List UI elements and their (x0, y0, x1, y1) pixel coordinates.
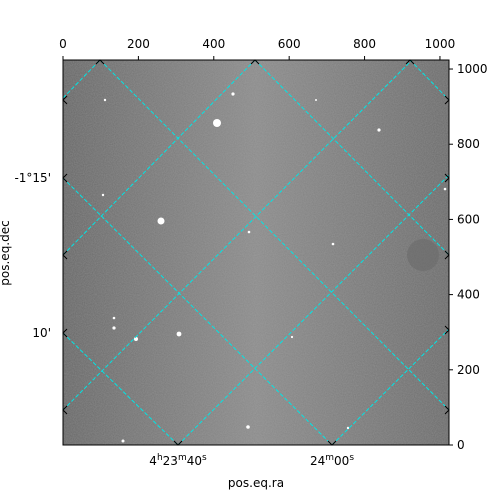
grid-line (99, 60, 449, 411)
x-axis-label: pos.eq.ra (228, 476, 284, 490)
grid-line (331, 328, 449, 445)
ra-tick-label-part: h (157, 453, 163, 463)
edge-tick (405, 59, 415, 65)
edge-tick (62, 250, 68, 260)
grid-line (254, 60, 449, 256)
ra-tick-label-part: 40 (187, 454, 202, 468)
x-tick-label: 600 (278, 37, 301, 51)
ra-tick-label-part: 23 (163, 454, 178, 468)
edge-tick (444, 173, 450, 183)
edge-tick (444, 405, 450, 415)
x-tick-label: 400 (202, 37, 225, 51)
image (63, 60, 449, 445)
x-tick-label: 200 (127, 37, 150, 51)
y-tick-label: 0 (457, 438, 465, 452)
y-tick-label: 600 (457, 212, 480, 226)
grid-line (63, 332, 179, 445)
dec-tick-label: 10' (32, 326, 51, 340)
y-tick-label: 1000 (457, 62, 488, 76)
edge-tick (444, 325, 450, 335)
edge-tick (95, 59, 105, 65)
x-tick-label: 800 (353, 37, 376, 51)
plot-frame (62, 59, 450, 446)
ra-tick-label: 24m00s (310, 453, 354, 468)
grid-line (63, 60, 101, 99)
grid-line (63, 177, 333, 445)
ra-tick-label-part: 24 (310, 454, 325, 468)
grid-line (63, 60, 413, 411)
edge-tick (250, 59, 260, 65)
ra-tick-label-part: s (202, 453, 207, 463)
ra-tick (327, 440, 337, 446)
y-axis-label: pos.eq.dec (0, 220, 12, 285)
y-tick-label: 200 (457, 363, 480, 377)
ra-tick-label-part: 4 (149, 454, 157, 468)
coordinate-grid (63, 60, 449, 445)
dec-tick (62, 328, 68, 338)
ra-tick-label: 4h23m40s (149, 453, 207, 468)
edge-tick (444, 250, 450, 260)
grid-line (177, 174, 449, 445)
grid-line (63, 60, 256, 256)
dec-tick-label: -1°15' (14, 171, 51, 185)
ra-tick-label-part: m (325, 453, 334, 463)
ra-tick-label-part: m (178, 453, 187, 463)
x-tick-label: 0 (59, 37, 67, 51)
edge-tick (444, 95, 450, 105)
ra-tick-label-part: s (349, 453, 354, 463)
ra-tick-label-part: 00 (334, 454, 349, 468)
ra-tick (173, 440, 183, 446)
y-tick-label: 800 (457, 137, 480, 151)
x-tick-label: 1000 (425, 37, 456, 51)
dec-tick (62, 173, 68, 183)
edge-tick (62, 405, 68, 415)
grid-line (409, 60, 449, 101)
y-tick-label: 400 (457, 288, 480, 302)
edge-tick (62, 95, 68, 105)
